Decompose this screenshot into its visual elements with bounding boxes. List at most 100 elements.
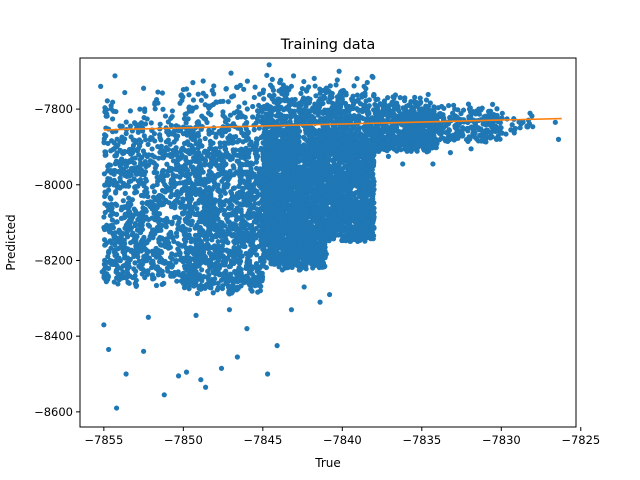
- data-point: [123, 275, 129, 281]
- data-point: [246, 150, 252, 156]
- data-point: [215, 173, 221, 179]
- data-point: [253, 159, 259, 165]
- data-point: [169, 113, 175, 120]
- data-point: [103, 133, 109, 139]
- data-point: [236, 104, 242, 110]
- data-point: [278, 229, 285, 235]
- data-point: [114, 184, 120, 190]
- data-point: [120, 183, 126, 189]
- data-point: [193, 268, 199, 275]
- data-point: [251, 186, 257, 192]
- data-point: [237, 274, 243, 281]
- data-point: [167, 254, 174, 260]
- data-point: [142, 108, 148, 115]
- data-point: [133, 268, 139, 274]
- data-point: [247, 225, 254, 231]
- data-point: [158, 143, 164, 149]
- data-point: [190, 97, 197, 103]
- data-point: [164, 161, 170, 167]
- data-point: [249, 288, 255, 294]
- data-point: [217, 140, 223, 146]
- data-point: [246, 207, 252, 213]
- data-point: [153, 206, 159, 212]
- data-point: [109, 223, 115, 229]
- data-point: [150, 261, 156, 267]
- data-point: [217, 202, 223, 209]
- data-point: [194, 260, 200, 266]
- data-point: [305, 248, 311, 254]
- data-point: [128, 151, 134, 157]
- data-point: [211, 91, 217, 97]
- data-point: [132, 184, 139, 190]
- data-point: [110, 146, 116, 153]
- data-point: [280, 233, 286, 239]
- data-point: [234, 84, 240, 90]
- data-point: [222, 162, 229, 168]
- data-point: [156, 239, 162, 245]
- data-point: [158, 222, 164, 228]
- data-point: [187, 213, 193, 219]
- data-point: [300, 202, 306, 208]
- data-point: [221, 182, 227, 189]
- data-point: [274, 212, 280, 219]
- data-point: [311, 237, 317, 244]
- data-point: [241, 195, 248, 201]
- data-point: [159, 155, 166, 161]
- data-point: [236, 260, 242, 266]
- data-point: [169, 221, 175, 227]
- data-point: [141, 183, 147, 189]
- data-point: [159, 281, 165, 288]
- data-point: [239, 222, 245, 228]
- data-point: [145, 141, 151, 147]
- data-point: [127, 256, 133, 263]
- data-point: [264, 206, 270, 213]
- data-point: [203, 257, 209, 263]
- data-point: [140, 148, 146, 154]
- data-point: [203, 93, 209, 99]
- data-point: [190, 164, 196, 170]
- data-point: [179, 168, 185, 175]
- data-point: [182, 209, 188, 215]
- data-point: [260, 169, 266, 175]
- data-point: [237, 147, 243, 153]
- data-point: [248, 197, 254, 203]
- data-point: [292, 96, 298, 103]
- data-point: [165, 245, 172, 251]
- data-point: [102, 242, 108, 248]
- data-point: [248, 166, 254, 172]
- data-point: [114, 202, 120, 208]
- data-point: [206, 272, 212, 278]
- data-point: [157, 121, 163, 127]
- data-point: [208, 253, 214, 259]
- data-point: [202, 135, 208, 142]
- data-point: [147, 158, 154, 164]
- data-point: [247, 258, 253, 264]
- data-point: [129, 197, 136, 203]
- data-point: [215, 266, 221, 272]
- data-point: [109, 116, 116, 122]
- data-point: [114, 211, 120, 217]
- data-point: [126, 280, 132, 286]
- data-point: [137, 229, 144, 236]
- data-point: [165, 187, 171, 193]
- data-point: [285, 105, 291, 111]
- data-point: [183, 111, 189, 117]
- data-point: [231, 245, 237, 251]
- data-point: [210, 269, 216, 275]
- data-point: [104, 179, 110, 185]
- data-point: [207, 218, 213, 224]
- data-point: [107, 258, 113, 264]
- data-point: [150, 274, 156, 280]
- data-point: [193, 141, 199, 147]
- data-point: [157, 227, 163, 233]
- data-point: [180, 280, 186, 286]
- data-point: [148, 120, 154, 126]
- data-point: [101, 140, 107, 146]
- data-point: [215, 260, 221, 267]
- data-point: [281, 181, 288, 188]
- data-point: [128, 217, 134, 223]
- data-point: [261, 263, 267, 269]
- data-point: [322, 255, 328, 261]
- chart-title: Training data: [280, 37, 375, 53]
- data-point: [172, 269, 178, 276]
